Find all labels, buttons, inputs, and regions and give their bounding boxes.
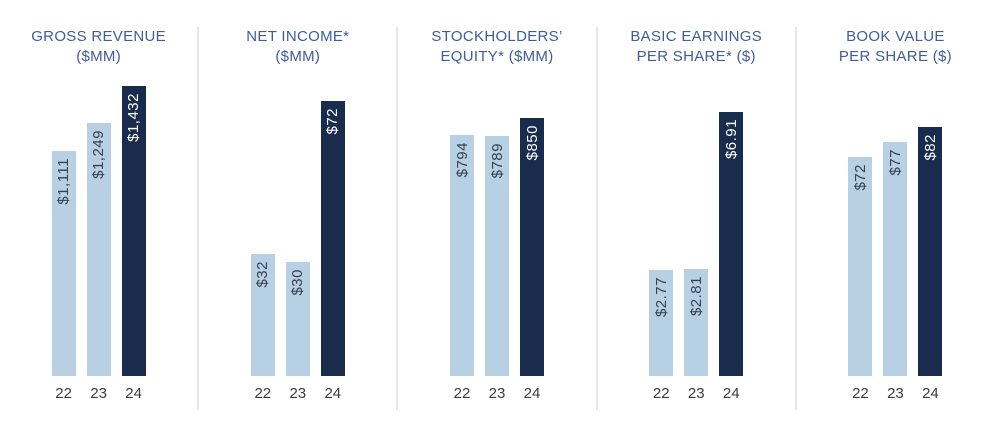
chart-title: BASIC EARNINGS PER SHARE* ($)	[630, 27, 762, 67]
x-axis-label: 22	[652, 385, 670, 402]
chart-title-line: ($MM)	[275, 48, 321, 65]
bar-22: $72	[848, 157, 873, 376]
panel-divider	[197, 27, 200, 410]
x-axis-label: 23	[687, 385, 705, 402]
bar-value-label: $2.77	[652, 277, 670, 318]
chart-plot: $2.77 $2.81 $6.91	[649, 86, 744, 376]
bar-value-label: $1,111	[55, 158, 73, 205]
chart-title-line: BOOK VALUE	[846, 28, 945, 45]
chart-title-line: EQUITY* ($MM)	[440, 48, 554, 65]
chart-panel-2: NET INCOME* ($MM) $32 $30 $72 22 23 24	[199, 0, 396, 402]
x-axis-label: 23	[488, 385, 506, 402]
bar-24: $72	[320, 101, 345, 376]
chart-title: GROSS REVENUE ($MM)	[31, 27, 166, 67]
panel-divider	[396, 27, 399, 410]
x-axis-label: 23	[289, 385, 307, 402]
bar-24: $82	[918, 127, 943, 376]
bar-value-label: $1,249	[90, 130, 108, 179]
chart-plot: $32 $30 $72	[250, 86, 345, 376]
x-axis-labels: 22 23 24	[450, 385, 544, 402]
chart-title-line: GROSS REVENUE	[31, 28, 166, 45]
x-axis-labels: 22 23 24	[848, 385, 942, 402]
chart-panel-1: GROSS REVENUE ($MM) $1,111 $1,249 $1,432 22…	[0, 0, 197, 402]
chart-panel-4: BASIC EARNINGS PER SHARE* ($) $2.77 $2.81 $…	[598, 0, 795, 402]
bar-23: $1,249	[86, 123, 111, 376]
bar-22: $1,111	[51, 151, 76, 376]
bar-23: $77	[883, 142, 908, 376]
bar-23: $789	[485, 136, 509, 376]
bar-value-label: $72	[324, 108, 342, 135]
bar-value-label: $30	[289, 269, 307, 296]
bar-22: $32	[250, 254, 275, 376]
x-axis-labels: 22 23 24	[52, 385, 146, 402]
bar-24: $1,432	[121, 86, 146, 376]
x-axis-label: 22	[55, 385, 72, 402]
chart-title-line: STOCKHOLDERS’	[431, 28, 563, 45]
bar-value-label: $1,432	[125, 93, 143, 142]
bar-value-label: $6.91	[722, 119, 740, 160]
chart-plot: $794 $789 $850	[450, 86, 544, 376]
x-axis-label: 22	[453, 385, 471, 402]
bar-value-label: $794	[453, 142, 471, 178]
bar-22: $794	[450, 135, 474, 376]
bar-23: $2.81	[684, 269, 709, 376]
bar-value-label: $77	[886, 149, 904, 176]
chart-title-line: BASIC EARNINGS	[630, 28, 763, 45]
bar-value-label: $32	[254, 261, 272, 288]
x-axis-label: 23	[887, 385, 904, 402]
x-axis-label: 23	[90, 385, 107, 402]
chart-title-line: NET INCOME*	[246, 28, 350, 45]
x-axis-label: 24	[722, 385, 740, 402]
panel-divider	[794, 27, 797, 410]
x-axis-label: 24	[922, 385, 939, 402]
chart-title-line: PER SHARE ($)	[838, 48, 952, 65]
bar-24: $6.91	[719, 112, 744, 376]
x-axis-label: 24	[523, 385, 541, 402]
x-axis-label: 22	[254, 385, 272, 402]
x-axis-label: 22	[852, 385, 869, 402]
chart-title: BOOK VALUE PER SHARE ($)	[839, 27, 952, 67]
chart-title: NET INCOME* ($MM)	[246, 27, 349, 67]
bar-value-label: $850	[523, 125, 541, 161]
chart-panel-3: STOCKHOLDERS’ EQUITY* ($MM) $794 $789 $850 …	[398, 0, 595, 402]
bar-24: $850	[520, 118, 544, 376]
bar-22: $2.77	[649, 270, 674, 376]
chart-plot: $72 $77 $82	[848, 86, 943, 376]
bar-value-label: $2.81	[687, 276, 705, 317]
chart-title-line: PER SHARE* ($)	[636, 48, 756, 65]
chart-title-line: ($MM)	[76, 48, 122, 65]
bar-value-label: $82	[921, 134, 939, 161]
chart-title: STOCKHOLDERS’ EQUITY* ($MM)	[431, 27, 562, 67]
x-axis-labels: 22 23 24	[251, 385, 345, 402]
chart-plot: $1,111 $1,249 $1,432	[51, 86, 146, 376]
x-axis-label: 24	[125, 385, 142, 402]
x-axis-label: 24	[324, 385, 342, 402]
chart-panel-5: BOOK VALUE PER SHARE ($) $72 $77 $82 22 23 24	[797, 0, 994, 402]
panel-divider	[595, 27, 598, 410]
x-axis-labels: 22 23 24	[649, 385, 743, 402]
bar-23: $30	[285, 262, 310, 376]
bar-value-label: $72	[851, 164, 869, 191]
bar-value-label: $789	[488, 143, 506, 179]
